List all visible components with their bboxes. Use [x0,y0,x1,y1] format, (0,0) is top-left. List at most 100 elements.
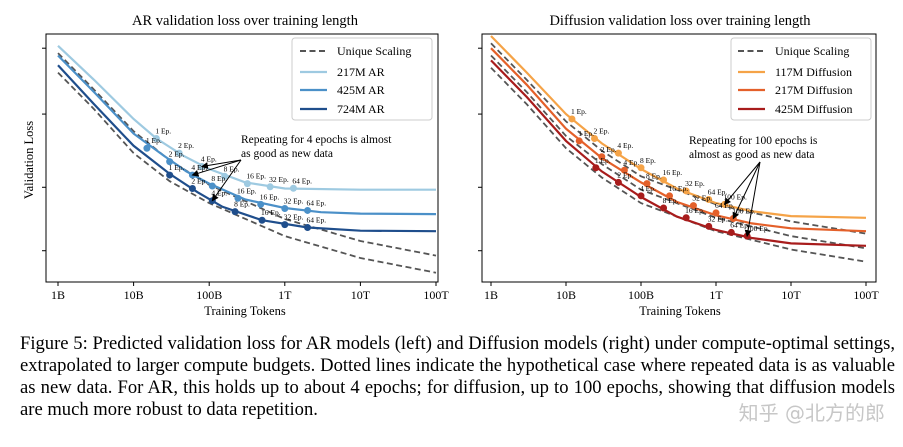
ar-epoch-marker [257,200,265,208]
ar-epoch-marker [221,172,229,180]
ar-epoch-marker [234,194,242,202]
figure: AR validation loss over training length … [22,13,879,318]
diffusion-epoch-marker [689,202,697,210]
ar-annotation: Repeating for 4 epochs is almost as good… [191,134,392,202]
ar-legend-label-217m: 217M AR [337,65,385,79]
ar-axis-ticks: 1B 10B 100B 1T 10T 100T [42,47,449,302]
diffusion-epoch-marker [637,164,645,172]
diffusion-epoch-label: 16 Ep. [669,184,689,193]
ar-unique-scaling-line [57,71,437,274]
diffusion-series-line [490,47,867,233]
diffusion-series-line [490,35,867,219]
ar-epoch-label: 64 Ep. [307,216,327,225]
diffusion-epoch-label: 32 Ep. [685,179,705,188]
ar-epoch-marker [188,185,196,192]
diffusion-x-tick-label: 100B [628,288,654,302]
ar-plot-frame [45,33,439,283]
diffusion-epoch-marker [592,164,600,172]
diffusion-epoch-label: 1 Ep. [578,129,594,138]
diffusion-epoch-label: 4 Ep. [623,158,639,167]
ar-epoch-label: 16 Ep. [260,192,280,201]
figure-caption: Figure 5: Predicted validation loss for … [20,333,895,420]
ar-annotation-line-1: Repeating for 4 epochs is almost [241,134,392,146]
diffusion-epoch-label: 64 Ep. [708,187,728,196]
diffusion-epoch-label: 32 Ep. [692,194,712,203]
ar-epoch-label: 1 Ep. [146,136,162,145]
ar-epoch-marker [231,208,239,216]
ar-epoch-label: 8 Ep. [234,200,250,209]
diffusion-legend-box [730,37,872,121]
ar-legend-label-425m: 425M AR [337,83,385,97]
ar-legend: Unique Scaling 217M AR 425M AR 724M AR [291,37,433,121]
diffusion-x-tick-label: 100T [853,288,879,302]
ar-epoch-markers: 1 Ep.2 Ep.4 Ep.8 Ep.16 Ep. 32 Ep. 64 Ep.1 … [143,126,327,232]
ar-epoch-marker [175,149,183,157]
ar-epoch-marker [208,182,216,190]
ar-series-line [57,45,436,191]
diffusion-epoch-label: 8 Ep. [663,196,679,205]
diffusion-epoch-marker [660,176,668,184]
diffusion-epoch-marker [620,166,628,174]
diffusion-annotation-arrow [732,161,761,220]
ar-epoch-marker [266,183,274,191]
diffusion-unique-scaling-line [490,54,867,250]
diffusion-annotation: Repeating for 100 epochs is almost as go… [689,135,818,238]
ar-x-tick-label: 100T [423,288,449,302]
diffusion-x-tick-label: 10B [556,288,576,302]
ar-chart-title: AR validation loss over training length [132,13,359,29]
diffusion-legend-label-unique: Unique Scaling [775,44,849,58]
diffusion-axis-ticks: 1B 10B 100B 1T 10T 100T [478,47,879,302]
ar-epoch-marker [281,205,289,213]
diffusion-plot-frame [481,33,877,283]
ar-annotation-arrow [200,159,242,170]
diffusion-epoch-marker [682,187,690,195]
diffusion-epoch-label: 64 Ep. [730,220,750,229]
diffusion-epoch-marker [637,192,645,200]
diffusion-epoch-marker [666,192,674,200]
diffusion-epoch-label: 4 Ep. [617,141,633,150]
ar-epoch-label: 16 Ep. [246,172,266,181]
ar-epoch-marker [166,171,174,179]
diffusion-annotation-arrow [723,161,761,206]
ar-epoch-label: 2 Ep. [178,141,194,150]
ar-epoch-marker [289,184,297,192]
diffusion-epoch-label: 32 Ep. [708,214,728,223]
diffusion-unique-scaling-line [490,67,867,263]
ar-epoch-label: 4 Ep. [191,163,207,172]
diffusion-epoch-label: 1 Ep. [595,156,611,165]
ar-annotation-arrow [211,159,242,202]
ar-epoch-marker [152,134,160,142]
ar-epoch-marker [281,221,289,229]
ar-x-tick-label: 10B [124,288,144,302]
ar-epoch-label: 2 Ep. [169,150,185,159]
diffusion-unique-scaling-line [490,42,867,235]
ar-unique-scaling-line [57,52,437,257]
diffusion-epoch-label: 8 Ep. [646,172,662,181]
ar-epoch-label: 16 Ep. [261,208,281,217]
ar-epoch-marker [143,144,151,152]
ar-x-tick-label: 100B [196,288,222,302]
watermark: 知乎 @北方的郎 [738,401,885,425]
ar-epoch-label: 1 Ep. [155,126,171,135]
diffusion-chart: Diffusion validation loss over training … [478,13,879,318]
ar-chart: AR validation loss over training length … [22,13,449,318]
ar-epoch-marker [304,206,312,214]
diffusion-epoch-label: 8 Ep. [640,156,656,165]
ar-epoch-label: 16 Ep. [237,186,257,195]
diffusion-epoch-marker [598,153,606,161]
diffusion-epoch-marker [705,195,713,203]
ar-annotation-arrow [191,159,242,177]
ar-epoch-label: 8 Ep. [211,174,227,183]
diffusion-epoch-label: 1 Ep. [571,107,587,116]
diffusion-epoch-marker [591,134,599,142]
diffusion-annotation-line-1: Repeating for 100 epochs is [689,135,818,147]
diffusion-epoch-label: 100 Ep. [746,224,769,233]
ar-x-tick-label: 1B [51,288,65,302]
diffusion-legend-label-425m: 425M Diffusion [775,102,852,116]
diffusion-epoch-label: 16 Ep. [685,206,705,215]
diffusion-x-tick-label: 1B [484,288,498,302]
diffusion-epoch-marker [712,209,720,217]
diffusion-epoch-label: 100 Ep. [732,207,755,216]
diffusion-chart-xlabel: Training Tokens [639,304,721,318]
diffusion-epoch-marker [614,178,622,186]
